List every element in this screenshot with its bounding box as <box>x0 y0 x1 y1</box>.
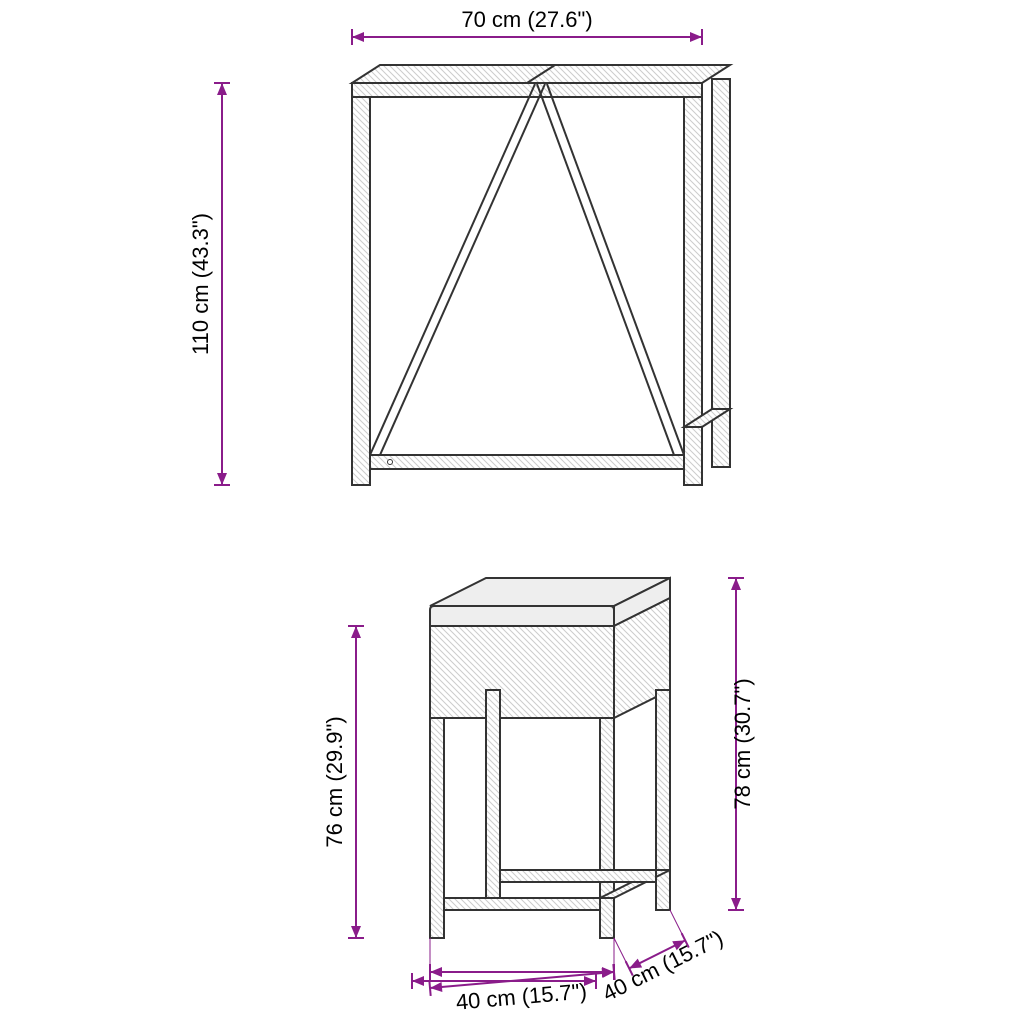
dim-table-height: 110 cm (43.3") <box>188 213 213 355</box>
dim-stool-right-height: 78 cm (30.7") <box>730 678 755 809</box>
dim-stool-left-height: 76 cm (29.9") <box>322 716 347 847</box>
dim-table-width: 70 cm (27.6") <box>461 7 592 32</box>
stool-drawing <box>430 578 670 938</box>
dim-stool-side-depth: 40 cm (15.7") <box>598 925 727 1006</box>
table-drawing <box>352 65 730 485</box>
